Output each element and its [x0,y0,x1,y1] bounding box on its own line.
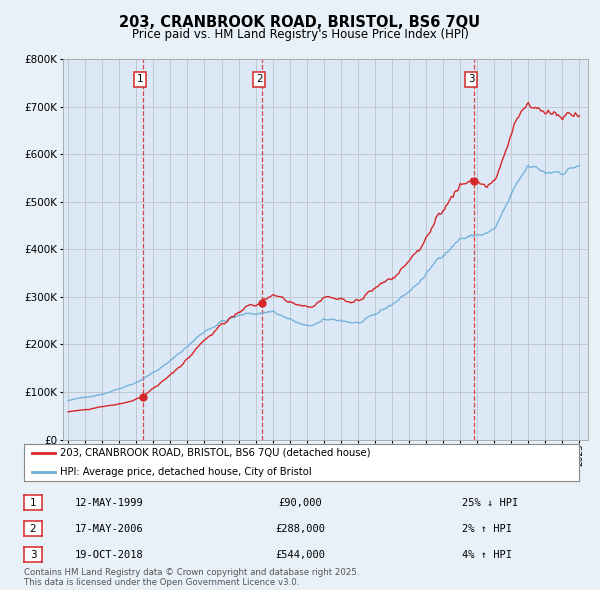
Text: Contains HM Land Registry data © Crown copyright and database right 2025.
This d: Contains HM Land Registry data © Crown c… [24,568,359,587]
Text: 203, CRANBROOK ROAD, BRISTOL, BS6 7QU (detached house): 203, CRANBROOK ROAD, BRISTOL, BS6 7QU (d… [60,448,371,458]
Text: 1: 1 [29,498,37,507]
Text: 17-MAY-2006: 17-MAY-2006 [75,524,144,533]
Text: 2: 2 [29,524,37,533]
Text: HPI: Average price, detached house, City of Bristol: HPI: Average price, detached house, City… [60,467,312,477]
Text: 25% ↓ HPI: 25% ↓ HPI [462,498,518,507]
Text: 12-MAY-1999: 12-MAY-1999 [75,498,144,507]
Text: 1: 1 [137,74,143,84]
Text: Price paid vs. HM Land Registry's House Price Index (HPI): Price paid vs. HM Land Registry's House … [131,28,469,41]
Text: 19-OCT-2018: 19-OCT-2018 [75,550,144,559]
Text: 3: 3 [29,550,37,559]
Text: 4% ↑ HPI: 4% ↑ HPI [462,550,512,559]
Text: 2: 2 [256,74,263,84]
Text: 3: 3 [468,74,475,84]
Text: £90,000: £90,000 [278,498,322,507]
Text: £544,000: £544,000 [275,550,325,559]
Text: 203, CRANBROOK ROAD, BRISTOL, BS6 7QU: 203, CRANBROOK ROAD, BRISTOL, BS6 7QU [119,15,481,30]
Text: £288,000: £288,000 [275,524,325,533]
Text: 2% ↑ HPI: 2% ↑ HPI [462,524,512,533]
